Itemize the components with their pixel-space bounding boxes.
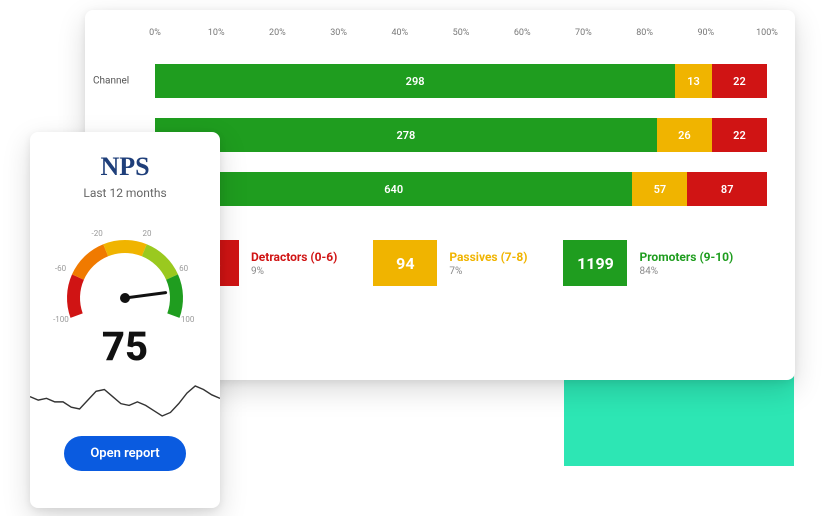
- bar-segment: 87: [687, 172, 767, 206]
- axis-tick: 60%: [514, 28, 531, 38]
- legend-box: 94: [373, 240, 437, 286]
- bar-row: 2782622: [155, 116, 767, 154]
- legend-box: 1199: [563, 240, 627, 286]
- bar-segment: 298: [155, 64, 675, 98]
- bar-segment: 13: [675, 64, 712, 98]
- gauge-tick: -60: [55, 264, 66, 273]
- x-axis: 0%10%20%30%40%50%60%70%80%90%100%: [155, 28, 767, 46]
- legend-title: Passives (7-8): [449, 250, 527, 264]
- legend-item: 1199 Promoters (9-10) 84%: [563, 240, 733, 286]
- axis-tick: 80%: [636, 28, 653, 38]
- gauge-tick: -20: [92, 229, 103, 238]
- legend-sub: 84%: [639, 266, 733, 277]
- bar-segment: 57: [632, 172, 687, 206]
- bar-row: Channel2981322: [155, 62, 767, 100]
- axis-tick: 70%: [575, 28, 592, 38]
- legend-sub: 9%: [251, 266, 337, 277]
- bar-segment: 22: [712, 64, 767, 98]
- legend-sub: 7%: [449, 266, 527, 277]
- gauge-tick: -100: [53, 315, 69, 324]
- open-report-label: Open report: [90, 446, 159, 461]
- nps-subtitle: Last 12 months: [44, 186, 206, 200]
- legend-item: 94 Passives (7-8) 7%: [373, 240, 527, 286]
- open-report-button[interactable]: Open report: [64, 436, 185, 471]
- bar-segment: 278: [155, 118, 657, 152]
- axis-tick: 100%: [756, 28, 778, 38]
- nps-card: NPS Last 12 months -100-60-202060100 75 …: [30, 132, 220, 508]
- nps-sparkline: [30, 380, 220, 420]
- axis-tick: 10%: [208, 28, 225, 38]
- nps-title: NPS: [44, 152, 206, 182]
- legend-title: Detractors (0-6): [251, 250, 337, 264]
- bar-segment: 26: [657, 118, 712, 152]
- gauge-tick: 100: [181, 315, 195, 324]
- axis-tick: 40%: [391, 28, 408, 38]
- axis-tick: 50%: [453, 28, 470, 38]
- bar-row-label: Channel: [93, 76, 129, 87]
- legend-title: Promoters (9-10): [639, 250, 733, 264]
- gauge-tick: 20: [142, 229, 151, 238]
- nps-gauge: -100-60-202060100: [50, 214, 200, 319]
- bar-segment: 22: [712, 118, 767, 152]
- axis-tick: 20%: [269, 28, 286, 38]
- axis-tick: 90%: [697, 28, 714, 38]
- bar-segment: 640: [155, 172, 632, 206]
- bar-row: 6405787: [155, 170, 767, 208]
- gauge-tick: 60: [179, 264, 188, 273]
- axis-tick: 0%: [149, 28, 161, 38]
- bar-legend: 128Detractors (0-6)9%94Passives (7-8)7%1…: [175, 240, 767, 286]
- axis-tick: 30%: [330, 28, 347, 38]
- nps-score: 75: [44, 323, 206, 370]
